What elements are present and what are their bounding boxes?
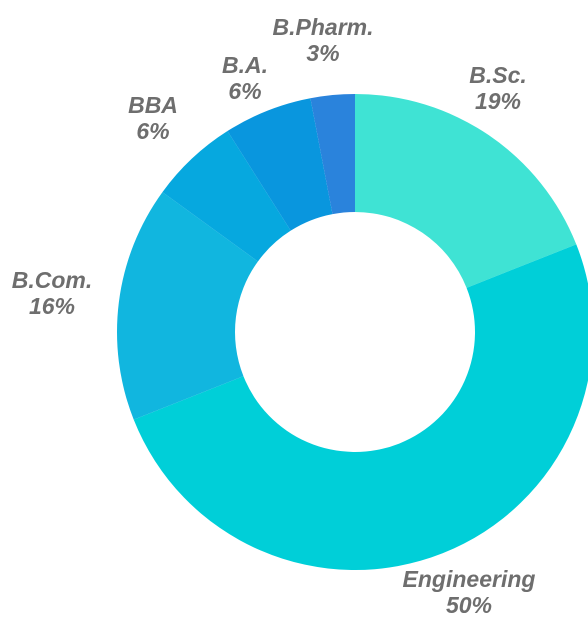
label-engineering-percent: 50% [445, 592, 493, 618]
label-b-sc-name: B.Sc. [469, 62, 527, 88]
label-engineering-name: Engineering [402, 566, 536, 592]
label-b-sc-percent: 19% [474, 88, 522, 114]
label-b-com: B.Com. 16% [12, 267, 93, 319]
label-b-pharm: B.Pharm. 3% [273, 14, 374, 66]
label-bba: BBA 6% [128, 92, 178, 144]
label-b-pharm-percent: 3% [306, 40, 340, 66]
label-b-a-percent: 6% [228, 78, 262, 104]
label-b-pharm-name: B.Pharm. [272, 14, 374, 40]
label-b-sc: B.Sc. 19% [469, 62, 527, 114]
slice-b-pharm [310, 94, 355, 215]
slice-b-sc [355, 94, 577, 288]
label-b-com-percent: 16% [28, 293, 76, 319]
label-engineering: Engineering 50% [403, 566, 536, 618]
slice-bba [162, 131, 291, 262]
label-bba-name: BBA [128, 92, 178, 118]
label-b-a-name: B.A. [222, 52, 268, 78]
slice-b-a [227, 98, 333, 231]
label-b-a: B.A. 6% [222, 52, 268, 104]
label-bba-percent: 6% [136, 118, 170, 144]
slice-engineering [133, 244, 588, 570]
slice-b-com [116, 192, 258, 420]
label-b-com-name: B.Com. [11, 267, 93, 293]
